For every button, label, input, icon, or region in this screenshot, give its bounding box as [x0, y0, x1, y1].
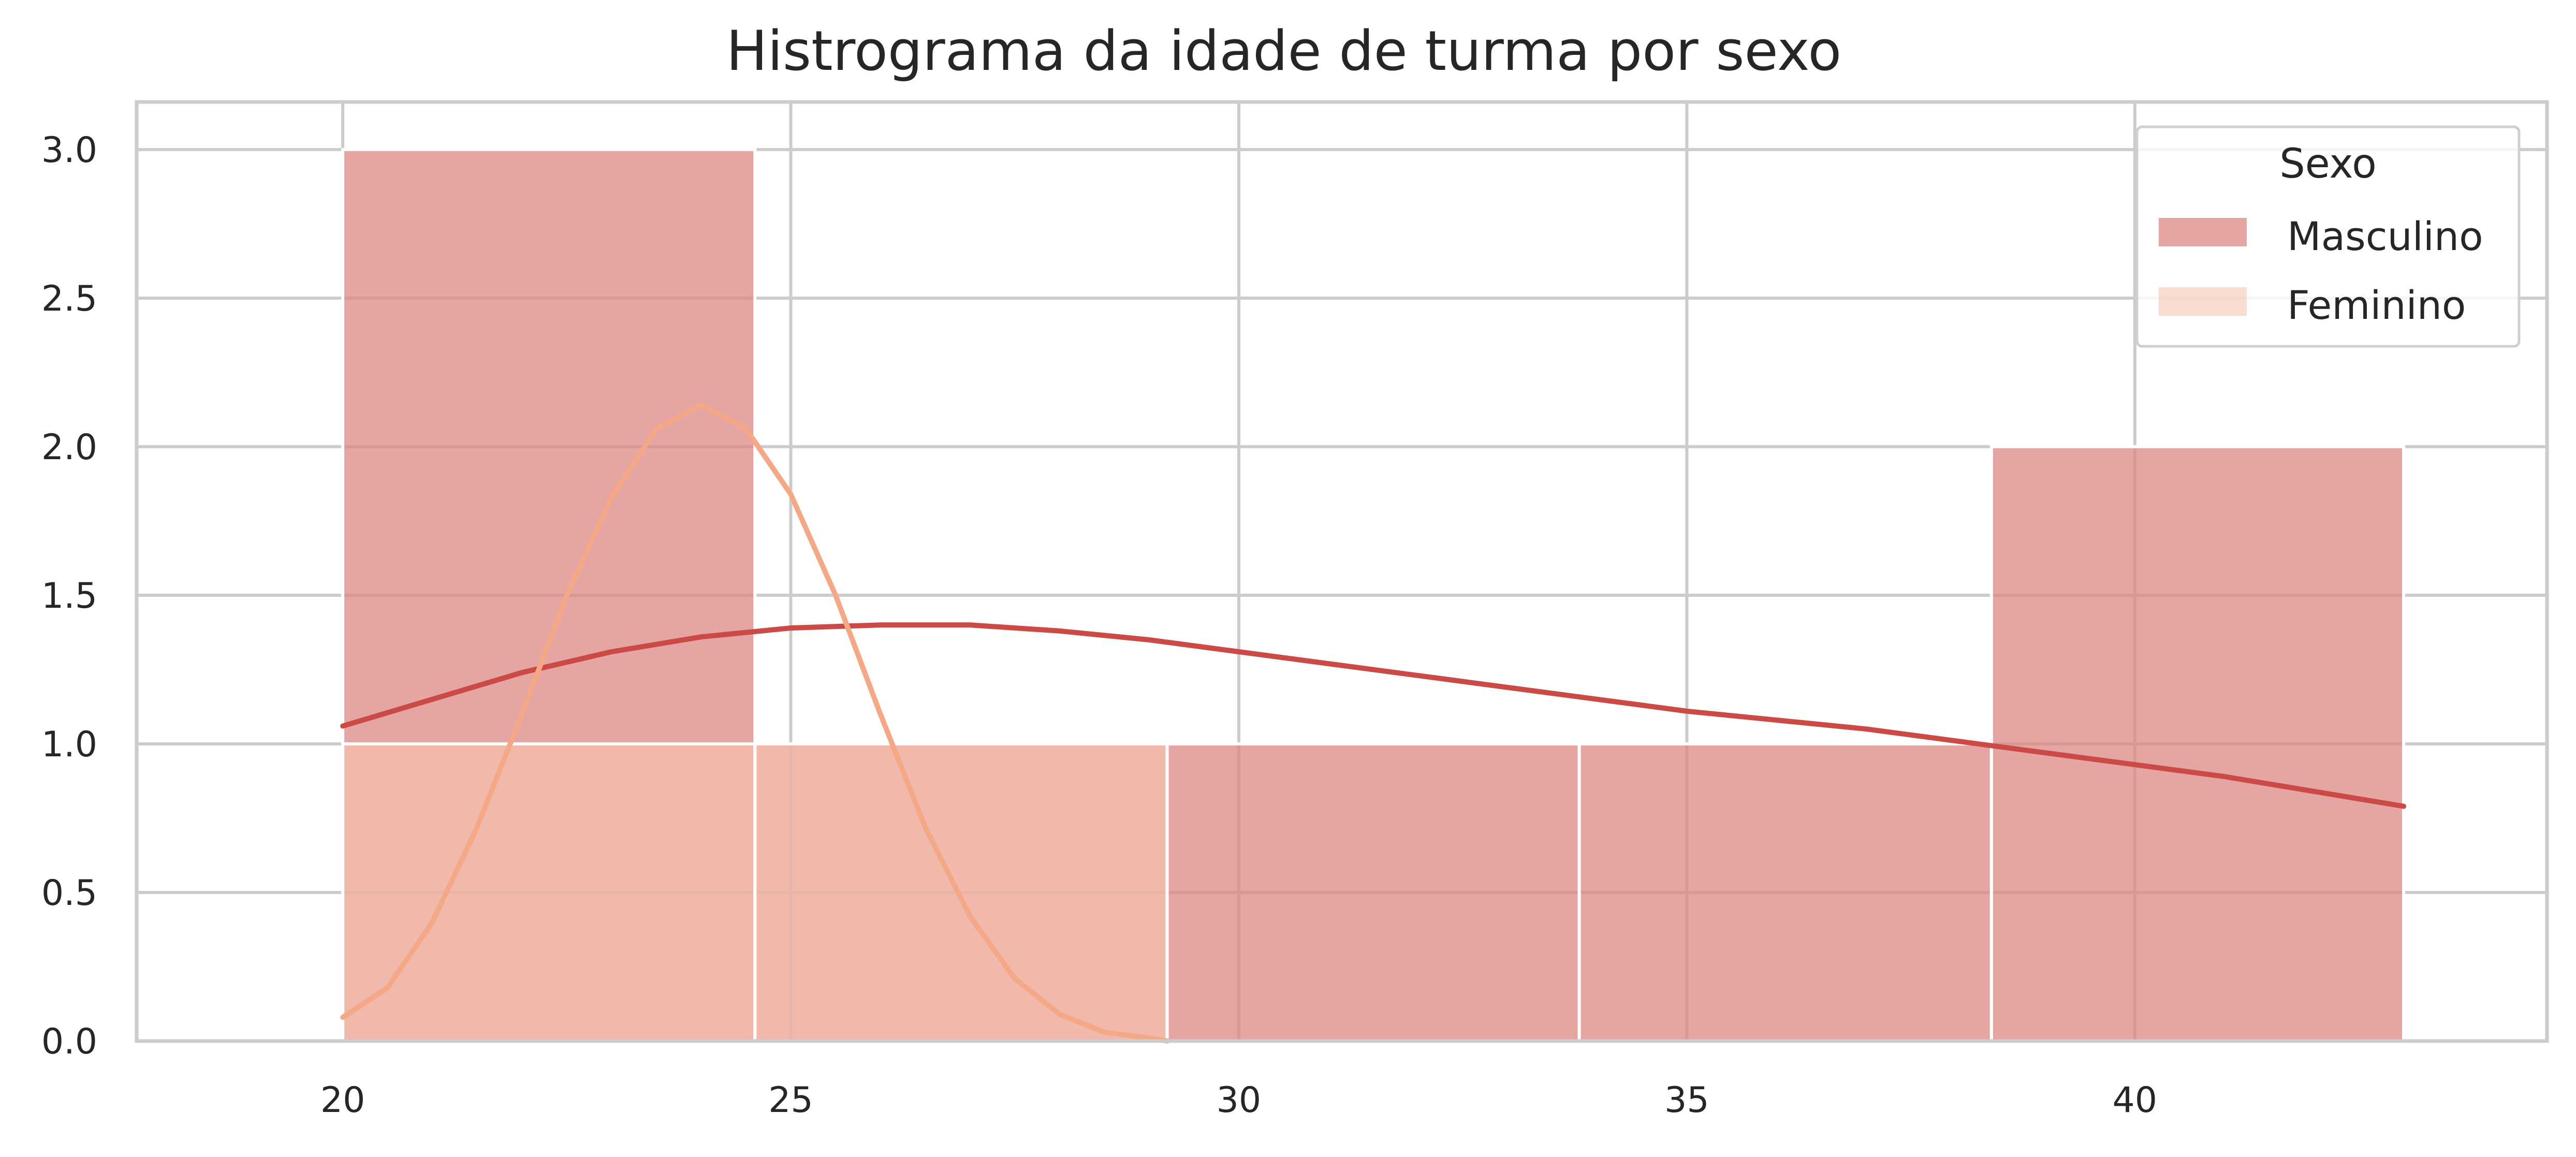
y-tick-label: 2.0	[41, 427, 97, 468]
legend-label-masculino: Masculino	[2287, 213, 2483, 259]
x-tick-label: 30	[1217, 1080, 1262, 1121]
x-tick-label: 20	[320, 1080, 365, 1121]
histogram-bar-masculino	[1989, 445, 2406, 1043]
y-tick-label: 1.0	[41, 724, 97, 765]
chart-title: Histrograma da idade de turma por sexo	[726, 19, 1841, 83]
legend-label-feminino: Feminino	[2287, 282, 2466, 328]
legend: Sexo Masculino Feminino	[2135, 125, 2521, 348]
axis-tick-labels: 20 25 30 35 40 0.0 0.5 1.0 1.5 2.0 2.5 3.0	[41, 130, 2157, 1121]
x-tick-label: 25	[768, 1080, 813, 1121]
plot-border	[135, 100, 2549, 1043]
legend-swatch-masculino	[2159, 218, 2247, 246]
y-tick-label: 0.5	[41, 873, 97, 914]
histogram-bar-masculino	[1577, 742, 1993, 1043]
histogram-bar-feminino	[341, 742, 757, 1043]
histogram-bar-feminino	[753, 742, 1169, 1043]
histogram-bar-masculino	[1165, 742, 1581, 1043]
x-tick-label: 35	[1664, 1080, 1709, 1121]
kde-line-feminino	[340, 402, 1170, 1044]
y-tick-label: 0.0	[41, 1021, 97, 1062]
legend-title: Sexo	[2279, 141, 2377, 187]
histogram-bars	[341, 148, 2406, 1043]
y-tick-label: 2.5	[41, 279, 97, 319]
kde-lines	[340, 402, 2407, 1044]
y-tick-label: 1.5	[41, 576, 97, 617]
y-tick-label: 3.0	[41, 130, 97, 171]
plot-frame	[135, 100, 2549, 1043]
legend-swatch-feminino	[2159, 287, 2247, 316]
kde-line-masculino	[340, 622, 2407, 809]
x-tick-label: 40	[2113, 1080, 2158, 1121]
